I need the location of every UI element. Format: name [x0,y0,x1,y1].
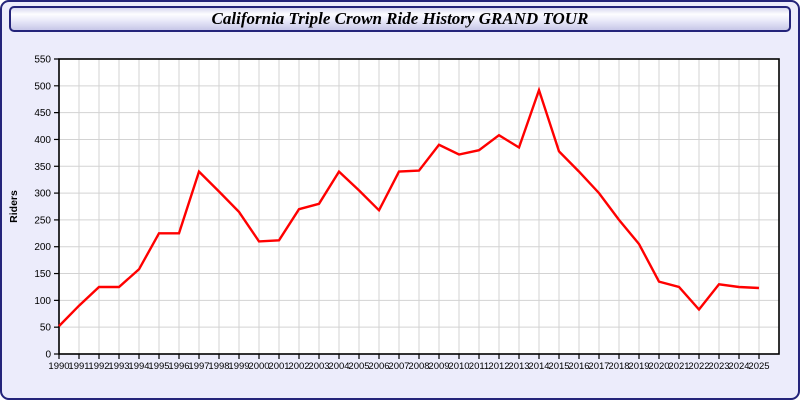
x-tick-label: 2001 [268,361,289,372]
x-tick-label: 2013 [508,361,529,372]
x-tick-label: 2000 [248,361,269,372]
x-tick-label: 2025 [748,361,769,372]
x-tick-label: 2010 [448,361,469,372]
y-tick-label: 50 [40,323,52,334]
y-tick-label: 350 [34,162,51,173]
y-tick-label: 200 [34,242,51,253]
x-tick-label: 2018 [608,361,629,372]
y-axis-title: Riders [8,190,20,223]
y-tick-label: 0 [45,350,51,361]
y-tick-label: 100 [34,296,51,307]
x-tick-label: 2020 [648,361,669,372]
ride-history-line [58,86,760,327]
x-tick-label: 2022 [688,361,709,372]
x-tick-label: 2015 [548,361,569,372]
y-tick-label: 550 [34,55,51,66]
x-tick-label: 1990 [48,361,69,372]
x-tick-label: 2009 [428,361,449,372]
x-tick-label: 2005 [348,361,369,372]
x-tick-label: 2008 [408,361,429,372]
x-tick-label: 1992 [88,361,109,372]
x-tick-label: 2021 [668,361,689,372]
x-tick-label: 1999 [228,361,249,372]
x-tick-label: 2024 [728,361,749,372]
x-tick-label: 1991 [68,361,89,372]
x-tick-label: 2016 [568,361,589,372]
x-tick-label: 1993 [108,361,129,372]
x-tick-label: 2003 [308,361,329,372]
x-tick-label: 2017 [588,361,609,372]
chart-title-bar: California Triple Crown Ride History GRA… [9,6,791,32]
x-tick-label: 1998 [208,361,229,372]
y-tick-label: 300 [34,189,51,200]
y-tick-label: 250 [34,215,51,226]
x-tick-label: 1994 [128,361,149,372]
y-tick-label: 500 [34,81,51,92]
chart-title: California Triple Crown Ride History GRA… [211,9,589,28]
x-tick-label: 1995 [148,361,169,372]
x-tick-label: 2012 [488,361,509,372]
x-tick-label: 2007 [388,361,409,372]
y-tick-label: 450 [34,108,51,119]
x-tick-label: 2014 [528,361,549,372]
x-tick-label: 2011 [469,361,489,372]
x-tick-label: 2006 [368,361,389,372]
x-tick-label: 1996 [168,361,189,372]
x-tick-label: 1997 [188,361,209,372]
x-tick-label: 2019 [628,361,649,372]
x-tick-label: 2023 [708,361,729,372]
y-tick-label: 400 [34,135,51,146]
x-tick-label: 2004 [328,361,349,372]
x-tick-label: 2002 [288,361,309,372]
y-tick-label: 150 [34,269,51,280]
